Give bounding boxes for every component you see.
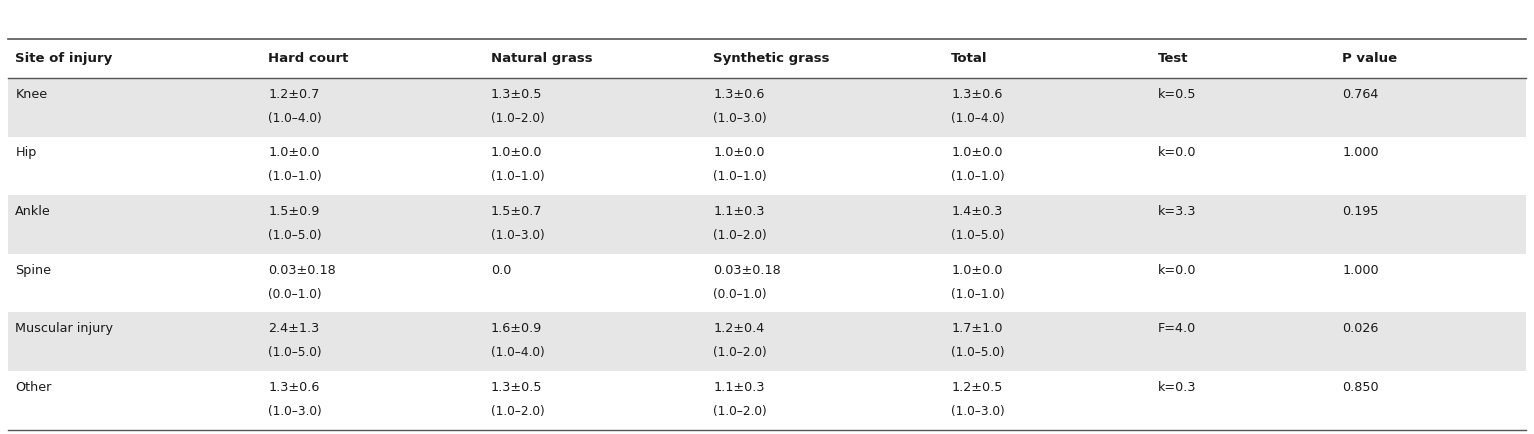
Text: 1.1±0.3: 1.1±0.3: [713, 205, 765, 218]
Text: (1.0–2.0): (1.0–2.0): [713, 346, 767, 359]
Text: (1.0–4.0): (1.0–4.0): [491, 346, 545, 359]
Text: P value: P value: [1342, 52, 1397, 65]
Text: (1.0–5.0): (1.0–5.0): [268, 229, 322, 242]
Text: 1.0±0.0: 1.0±0.0: [713, 147, 765, 159]
Text: 1.3±0.6: 1.3±0.6: [268, 381, 319, 394]
Text: (1.0–4.0): (1.0–4.0): [951, 112, 1005, 125]
Text: (1.0–5.0): (1.0–5.0): [951, 229, 1005, 242]
Text: (1.0–1.0): (1.0–1.0): [268, 171, 322, 183]
Text: 1.0±0.0: 1.0±0.0: [491, 147, 543, 159]
Text: (0.0–1.0): (0.0–1.0): [268, 288, 322, 300]
Text: 1.1±0.3: 1.1±0.3: [713, 381, 765, 394]
Bar: [8, 254, 1526, 312]
Text: 1.4±0.3: 1.4±0.3: [951, 205, 1002, 218]
Text: 0.03±0.18: 0.03±0.18: [268, 264, 336, 276]
Text: Total: Total: [951, 52, 988, 65]
Text: 1.7±1.0: 1.7±1.0: [951, 322, 1003, 335]
Text: 1.0±0.0: 1.0±0.0: [951, 264, 1003, 276]
Text: 0.764: 0.764: [1342, 88, 1379, 101]
Text: 1.3±0.6: 1.3±0.6: [951, 88, 1002, 101]
Text: (1.0–1.0): (1.0–1.0): [491, 171, 545, 183]
Text: F=4.0: F=4.0: [1158, 322, 1197, 335]
Bar: [8, 137, 1526, 195]
Text: (1.0–3.0): (1.0–3.0): [268, 405, 322, 418]
Text: Site of injury: Site of injury: [15, 52, 112, 65]
Text: (1.0–4.0): (1.0–4.0): [268, 112, 322, 125]
Text: k=3.3: k=3.3: [1158, 205, 1197, 218]
Text: 1.2±0.5: 1.2±0.5: [951, 381, 1002, 394]
Text: (1.0–2.0): (1.0–2.0): [491, 112, 545, 125]
Text: 1.5±0.9: 1.5±0.9: [268, 205, 319, 218]
Text: (1.0–1.0): (1.0–1.0): [713, 171, 767, 183]
Text: (1.0–1.0): (1.0–1.0): [951, 288, 1005, 300]
Text: 1.5±0.7: 1.5±0.7: [491, 205, 543, 218]
Text: (1.0–5.0): (1.0–5.0): [951, 346, 1005, 359]
Text: Other: Other: [15, 381, 52, 394]
Text: k=0.5: k=0.5: [1158, 88, 1197, 101]
Text: 0.026: 0.026: [1342, 322, 1379, 335]
Text: Muscular injury: Muscular injury: [15, 322, 114, 335]
Text: 1.2±0.7: 1.2±0.7: [268, 88, 319, 101]
Text: 2.4±1.3: 2.4±1.3: [268, 322, 319, 335]
Bar: [8, 195, 1526, 254]
Text: 1.000: 1.000: [1342, 264, 1379, 276]
Text: (1.0–3.0): (1.0–3.0): [491, 229, 545, 242]
Text: 1.0±0.0: 1.0±0.0: [268, 147, 321, 159]
Text: (1.0–5.0): (1.0–5.0): [268, 346, 322, 359]
Text: Spine: Spine: [15, 264, 51, 276]
Text: 1.6±0.9: 1.6±0.9: [491, 322, 542, 335]
Text: k=0.3: k=0.3: [1158, 381, 1197, 394]
Text: 1.2±0.4: 1.2±0.4: [713, 322, 764, 335]
Text: k=0.0: k=0.0: [1158, 147, 1197, 159]
Bar: [8, 39, 1526, 78]
Text: Hip: Hip: [15, 147, 37, 159]
Text: 1.000: 1.000: [1342, 147, 1379, 159]
Text: (1.0–3.0): (1.0–3.0): [951, 405, 1005, 418]
Text: 1.3±0.5: 1.3±0.5: [491, 88, 543, 101]
Text: 0.195: 0.195: [1342, 205, 1379, 218]
Text: 1.3±0.6: 1.3±0.6: [713, 88, 764, 101]
Bar: [8, 312, 1526, 371]
Text: 1.3±0.5: 1.3±0.5: [491, 381, 543, 394]
Text: 0.03±0.18: 0.03±0.18: [713, 264, 781, 276]
Bar: [8, 78, 1526, 137]
Text: (1.0–1.0): (1.0–1.0): [951, 171, 1005, 183]
Bar: [8, 371, 1526, 430]
Text: 0.0: 0.0: [491, 264, 511, 276]
Text: Natural grass: Natural grass: [491, 52, 592, 65]
Text: Ankle: Ankle: [15, 205, 51, 218]
Text: (1.0–2.0): (1.0–2.0): [713, 229, 767, 242]
Text: Test: Test: [1158, 52, 1189, 65]
Text: Hard court: Hard court: [268, 52, 348, 65]
Text: (1.0–3.0): (1.0–3.0): [713, 112, 767, 125]
Text: (1.0–2.0): (1.0–2.0): [491, 405, 545, 418]
Text: (0.0–1.0): (0.0–1.0): [713, 288, 767, 300]
Text: 1.0±0.0: 1.0±0.0: [951, 147, 1003, 159]
Text: Knee: Knee: [15, 88, 48, 101]
Text: Synthetic grass: Synthetic grass: [713, 52, 830, 65]
Text: k=0.0: k=0.0: [1158, 264, 1197, 276]
Text: 0.850: 0.850: [1342, 381, 1379, 394]
Text: (1.0–2.0): (1.0–2.0): [713, 405, 767, 418]
